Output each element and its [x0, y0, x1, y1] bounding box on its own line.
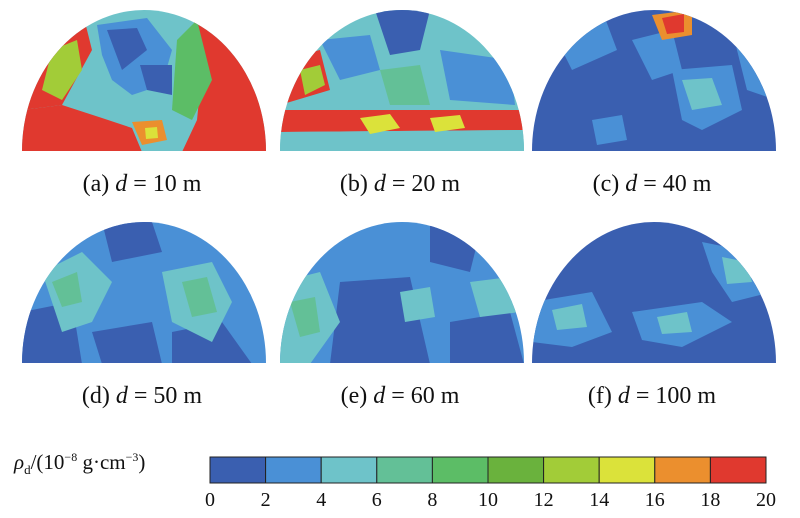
contour-plot-d — [22, 222, 266, 364]
colorbar-tick-label: 8 — [427, 489, 438, 511]
colorbar-tick-label: 14 — [589, 489, 610, 511]
colorbar-tick-label: 4 — [316, 489, 327, 511]
panel-d: (d) d = 50 m — [22, 222, 266, 422]
colorbar-tick-label: 20 — [756, 489, 776, 511]
colorbar-tick-label: 18 — [700, 489, 721, 511]
contour-plot-a — [22, 10, 266, 152]
colorbar-segment — [487, 456, 545, 484]
contour-plot-c — [532, 10, 776, 152]
panel-d-caption: (d) d = 50 m — [81, 383, 203, 409]
colorbar-segment — [376, 456, 433, 484]
panel-a-caption: (a) d = 10 m — [82, 171, 202, 197]
legend-label: ρd/(10−8 g·cm−3) — [14, 450, 146, 478]
contour-plot-b — [280, 10, 524, 152]
colorbar — [209, 456, 767, 484]
colorbar-segment — [209, 456, 267, 484]
colorbar-segment — [320, 456, 378, 484]
panel-e: (e) d = 60 m — [280, 222, 524, 422]
panel-c-caption: (c) d = 40 m — [592, 171, 712, 197]
contour-plot-f — [532, 222, 776, 364]
colorbar-segment — [265, 456, 322, 484]
panel-b: (b) d = 20 m — [280, 10, 524, 210]
panel-f: (f) d = 100 m — [532, 222, 776, 422]
colorbar-segment — [654, 456, 711, 484]
panel-e-caption: (e) d = 60 m — [340, 383, 460, 409]
colorbar-segment — [543, 456, 600, 484]
colorbar-tick-label: 2 — [260, 489, 271, 511]
colorbar-segment — [598, 456, 656, 484]
colorbar-tick-label: 16 — [644, 489, 665, 511]
panel-c: (c) d = 40 m — [532, 10, 776, 210]
colorbar-tick-label: 0 — [205, 489, 215, 511]
panel-b-caption: (b) d = 20 m — [339, 171, 461, 197]
panel-a: (a) d = 10 m — [22, 10, 266, 210]
colorbar-tick-label: 6 — [371, 489, 382, 511]
colorbar-tick-label: 10 — [478, 489, 498, 511]
contour-plot-e — [280, 222, 524, 364]
colorbar-segment — [709, 456, 767, 484]
colorbar-segment — [431, 456, 489, 484]
panel-f-caption: (f) d = 100 m — [587, 383, 717, 409]
colorbar-tick-label: 12 — [533, 489, 554, 511]
